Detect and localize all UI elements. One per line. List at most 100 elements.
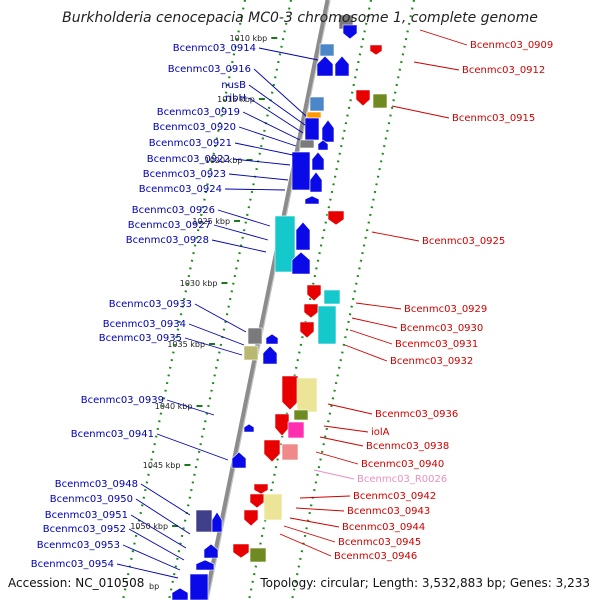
gene-label: Bcenmc03_0948 <box>55 479 138 490</box>
feature-glyph <box>319 43 335 57</box>
kbp-label: 1030 kbp <box>180 279 218 288</box>
label-callout-line <box>349 329 393 345</box>
label-callout-line <box>289 517 340 528</box>
label-callout-line <box>135 498 191 535</box>
gene-label: Bcenmc03_0951 <box>45 510 128 521</box>
feature-glyph <box>299 139 315 149</box>
label-callout-line <box>242 111 301 141</box>
label-callout-line <box>313 469 355 480</box>
gene-labels: Bcenmc03_0914 Bcenmc03_0916 nusB ribH Bcenmc… <box>31 40 554 570</box>
label-callout-line <box>279 533 332 557</box>
feature-arrow <box>263 439 281 463</box>
label-callout-line <box>355 302 402 310</box>
bp-partial-label: bp <box>149 582 159 591</box>
backbone-highlight <box>207 0 331 600</box>
feature-arrow <box>355 89 371 107</box>
gene-label: Bcenmc03_0939 <box>81 395 164 406</box>
label-callout-line <box>224 188 286 191</box>
feature-arrow <box>342 24 358 40</box>
label-callout-line <box>315 451 359 465</box>
gene-label: iolA <box>371 427 390 438</box>
gene-label: Bcenmc03_0924 <box>139 184 222 195</box>
feature-arrow <box>317 139 329 151</box>
feature-arrow <box>327 210 345 226</box>
feature-glyph <box>195 509 213 533</box>
feature-glyph <box>291 151 311 191</box>
feature-arrow <box>274 413 290 437</box>
feature-glyph <box>309 96 325 112</box>
gene-label: Bcenmc03_R0026 <box>357 474 447 485</box>
feature-glyph <box>304 117 320 141</box>
topology-summary: Topology: circular; Length: 3,532,883 bp… <box>259 576 590 590</box>
label-callout-line <box>319 436 364 447</box>
gene-label: Bcenmc03_0954 <box>31 559 114 570</box>
feature-arrow <box>281 375 299 411</box>
gene-label: Bcenmc03_0943 <box>347 506 430 517</box>
kbp-label: 1025 kbp <box>192 217 230 226</box>
feature-arrow <box>321 119 335 143</box>
feature-arrow <box>231 451 247 469</box>
feature-glyph <box>249 547 267 563</box>
feature-arrow <box>303 303 319 319</box>
feature-glyph <box>306 111 322 119</box>
feature-arrow <box>253 483 269 495</box>
feature-arrow <box>243 423 255 433</box>
feature-arrow <box>265 333 279 345</box>
feature-glyph <box>247 327 263 345</box>
feature-arrow <box>243 509 259 527</box>
feature-arrow <box>309 171 323 193</box>
feature-arrow <box>291 251 311 275</box>
gene-label: Bcenmc03_0912 <box>462 65 545 76</box>
label-callout-line <box>194 303 247 333</box>
gene-label: Bcenmc03_0932 <box>390 356 473 367</box>
feature-glyph <box>263 493 283 521</box>
label-callout-line <box>299 495 351 499</box>
kbp-ticks: 1010 kbp 1015 kbp 1020 kbp 1025 kbp 1030 kbp… <box>130 34 278 531</box>
feature-arrow <box>316 55 334 77</box>
label-callout-line <box>228 173 289 181</box>
label-callout-line <box>188 323 245 346</box>
gene-label: Bcenmc03_0921 <box>149 138 232 149</box>
feature-arrow <box>249 493 265 509</box>
kbp-label: 1045 kbp <box>143 461 181 470</box>
label-callout-line <box>234 142 294 156</box>
feature-arrow <box>369 44 383 56</box>
gene-label: Bcenmc03_0922 <box>147 154 230 165</box>
gene-label: Bcenmc03_0945 <box>338 537 421 548</box>
label-callouts <box>116 29 468 579</box>
kbp-label: 1015 kbp <box>217 95 255 104</box>
kbp-label: 1020 kbp <box>205 156 243 165</box>
feature-glyph <box>274 215 296 273</box>
label-callout-line <box>344 344 388 362</box>
label-callout-line <box>238 126 297 147</box>
gene-label: Bcenmc03_0938 <box>366 441 449 452</box>
gene-label: Bcenmc03_0928 <box>126 235 209 246</box>
feature-arrow <box>311 151 325 171</box>
gene-label: Bcenmc03_0909 <box>470 40 553 51</box>
genome-backbone <box>203 0 331 600</box>
label-callout-line <box>140 483 191 516</box>
label-callout-line <box>213 224 269 241</box>
label-callout-line <box>211 239 267 253</box>
label-callout-line <box>253 68 307 117</box>
accession-label: Accession: NC_010508 <box>8 576 144 590</box>
feature-glyphs <box>171 14 388 600</box>
label-callout-line <box>217 209 271 227</box>
gene-label: Bcenmc03_0940 <box>361 459 444 470</box>
feature-arrow <box>195 559 215 571</box>
label-callout-line <box>327 403 373 415</box>
dotted-guide <box>121 0 247 600</box>
gene-label: Bcenmc03_0927 <box>128 220 211 231</box>
feature-glyph <box>293 409 309 421</box>
label-callout-line <box>391 105 450 119</box>
gene-label: Bcenmc03_0944 <box>342 522 425 533</box>
gene-label: Bcenmc03_0914 <box>173 43 256 54</box>
gene-label: Bcenmc03_0916 <box>168 64 251 75</box>
label-callout-line <box>295 507 345 512</box>
label-callout-line <box>184 337 243 356</box>
label-callout-line <box>122 544 181 571</box>
label-callout-line <box>116 563 179 579</box>
label-callout-line <box>156 433 229 461</box>
gene-label: Bcenmc03_0930 <box>400 323 483 334</box>
gene-label: Bcenmc03_0929 <box>404 304 487 315</box>
